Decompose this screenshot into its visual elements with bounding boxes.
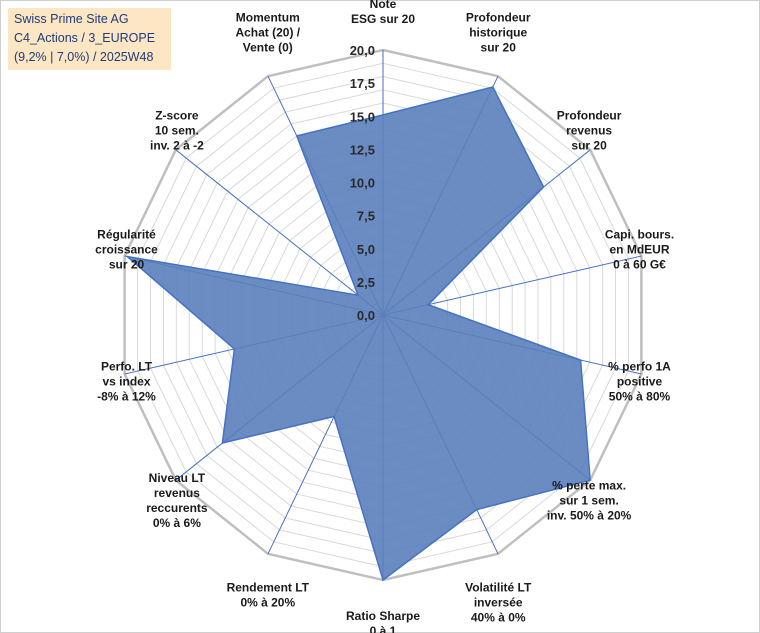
axis-label-line: Perfo. LT [101,360,153,374]
axis-label-line: -8% à 12% [97,390,156,404]
axis-label-line: sur 20 [481,41,517,55]
axis-label-line: Ratio Sharpe [346,609,420,623]
axis-label-line: 0% à 20% [240,595,295,609]
axis-label-line: sur 1 sem. [559,494,618,508]
axis-label: Volatilité LT inversée 40% à 0% [465,580,532,624]
title-company: Swiss Prime Site AG [14,12,129,26]
axis-label-line: inv. 50% à 20% [547,509,632,523]
axis-label-line: Z-score [155,108,199,122]
axis-label: Ratio Sharpe 0 à 1 [346,609,420,633]
tick-label: 17,5 [350,76,375,91]
axis-label-line: 0 à 60 G€ [613,257,666,271]
chart-title-box: Swiss Prime Site AG C4_Actions / 3_EUROP… [8,8,171,70]
tick-label: 0,0 [357,308,375,323]
axis-label-line: % perte max. [552,479,626,493]
axis-label-line: Achat (20) / [235,26,300,40]
tick-label: 5,0 [357,242,375,257]
tick-label: 7,5 [357,209,375,224]
axis-label: % perfo 1A positive 50% à 80% [608,360,671,404]
axis-label-line: inv. 2 à -2 [150,138,204,152]
axis-label-line: sur 20 [571,138,607,152]
axis-label-line: historique [469,26,527,40]
axis-label: Capi. bours. en MdEUR 0 à 60 G€ [605,227,674,271]
tick-label: 20,0 [350,43,375,58]
radar-spoke [175,149,384,316]
series-area [124,86,591,582]
axis-label: Perfo. LT vs index -8% à 12% [97,360,156,404]
axis-label: Note ESG sur 20 [351,0,415,26]
axis-label-line: inversée [474,595,523,609]
tick-label: 2,5 [357,275,375,290]
axis-label-line: Vente (0) [243,41,293,55]
radial-tick-labels: 0,0 2,5 5,0 7,5 10,0 12,5 15,0 17,5 20,0 [350,43,375,323]
axis-label: Momentum Achat (20) / Vente (0) [235,11,300,55]
axis-label: Profondeur historique sur 20 [466,11,531,55]
axis-label-line: positive [617,375,663,389]
axis-label-line: Volatilité LT [465,580,532,594]
axis-label-line: 0 à 1 [370,624,397,633]
axis-labels: Note ESG sur 20 Profondeur historique sur 20… [95,0,674,633]
axis-label: % perte max. sur 1 sem. inv. 50% à 20% [547,479,632,523]
axis-label: Niveau LT revenus reccurents 0% à 6% [146,471,208,530]
axis-label-line: % perfo 1A [608,360,671,374]
axis-label-line: revenus [566,123,612,137]
axis-label: Régularité croissance sur 20 [95,227,158,271]
axis-label-line: sur 20 [109,257,145,271]
title-category: C4_Actions / 3_EUROPE [14,31,156,45]
axis-label-line: 50% à 80% [609,390,671,404]
axis-label-line: Note [370,0,397,11]
axis-label-line: Momentum [236,11,300,25]
tick-label: 15,0 [350,109,375,124]
axis-label: Rendement LT 0% à 20% [227,580,310,609]
title-period: (9,2% | 7,0%) / 2025W48 [14,50,154,64]
axis-label-line: croissance [95,242,158,256]
axis-label-line: en MdEUR [610,242,670,256]
axis-label-line: Niveau LT [149,471,206,485]
axis-label-line: Régularité [97,227,156,241]
axis-label-line: revenus [154,486,200,500]
axis-label-line: Capi. bours. [605,227,674,241]
axis-label-line: Profondeur [466,11,531,25]
axis-label-line: Profondeur [557,108,622,122]
tick-label: 10,0 [350,176,375,191]
tick-label: 12,5 [350,142,375,157]
axis-label-line: 10 sem. [155,123,199,137]
axis-label-line: 40% à 0% [471,610,526,624]
axis-label-line: vs index [102,375,150,389]
radar-series [124,86,591,582]
axis-label-line: ESG sur 20 [351,12,415,26]
axis-label-line: Rendement LT [227,580,310,594]
axis-label: Profondeur revenus sur 20 [557,108,622,152]
axis-label-line: reccurents [146,501,208,515]
axis-label: Z-score 10 sem. inv. 2 à -2 [150,108,204,152]
axis-label-line: 0% à 6% [153,516,201,530]
